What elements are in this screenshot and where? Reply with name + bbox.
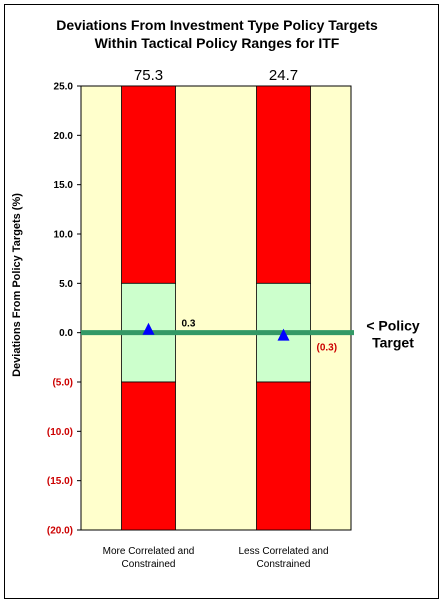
bar-top-label: 75.3 xyxy=(134,67,163,84)
y-tick-label: (15.0) xyxy=(47,476,73,487)
y-axis-label: Deviations From Policy Targets (%) xyxy=(11,193,23,377)
bar-upper-outside-range xyxy=(121,85,176,284)
bar-lower-outside-range xyxy=(121,381,176,531)
y-tick-label: 25.0 xyxy=(54,82,74,93)
policy-target-label-line1: < Policy xyxy=(366,318,420,334)
y-tick-label: 10.0 xyxy=(54,230,74,241)
bar-lower-outside-range xyxy=(256,381,311,531)
chart-subtitle: Within Tactical Policy Ranges for ITF xyxy=(95,35,340,51)
category-label-line2: Constrained xyxy=(122,559,176,570)
y-tick-label: (5.0) xyxy=(52,378,73,389)
chart-frame: Deviations From Investment Type Policy T… xyxy=(4,4,439,599)
plot-area: 25.0 20.0 15.0 10.0 5.0 0.0 (5.0) (10.0) (15.0) (… xyxy=(47,67,420,570)
y-tick-label: 20.0 xyxy=(54,131,74,142)
deviation-marker xyxy=(277,328,290,341)
deviation-marker xyxy=(142,322,155,335)
bar-upper-outside-range xyxy=(256,85,311,284)
category-label-line1: More Correlated and xyxy=(103,546,195,557)
y-tick-label: 15.0 xyxy=(54,180,74,191)
chart: Deviations From Investment Type Policy T… xyxy=(11,17,420,570)
category-label-line1: Less Correlated and xyxy=(238,546,328,557)
deviation-data-label: (0.3) xyxy=(317,343,338,354)
policy-target-label-line2: Target xyxy=(372,335,414,351)
bar-top-label: 24.7 xyxy=(269,67,298,84)
y-tick-label: (20.0) xyxy=(47,526,73,537)
chart-title: Deviations From Investment Type Policy T… xyxy=(56,17,378,33)
category-label-line2: Constrained xyxy=(257,559,311,570)
y-tick-label: 0.0 xyxy=(59,328,73,339)
deviation-data-label: 0.3 xyxy=(182,319,196,330)
y-tick-label: 5.0 xyxy=(59,279,73,290)
y-tick-label: (10.0) xyxy=(47,427,73,438)
